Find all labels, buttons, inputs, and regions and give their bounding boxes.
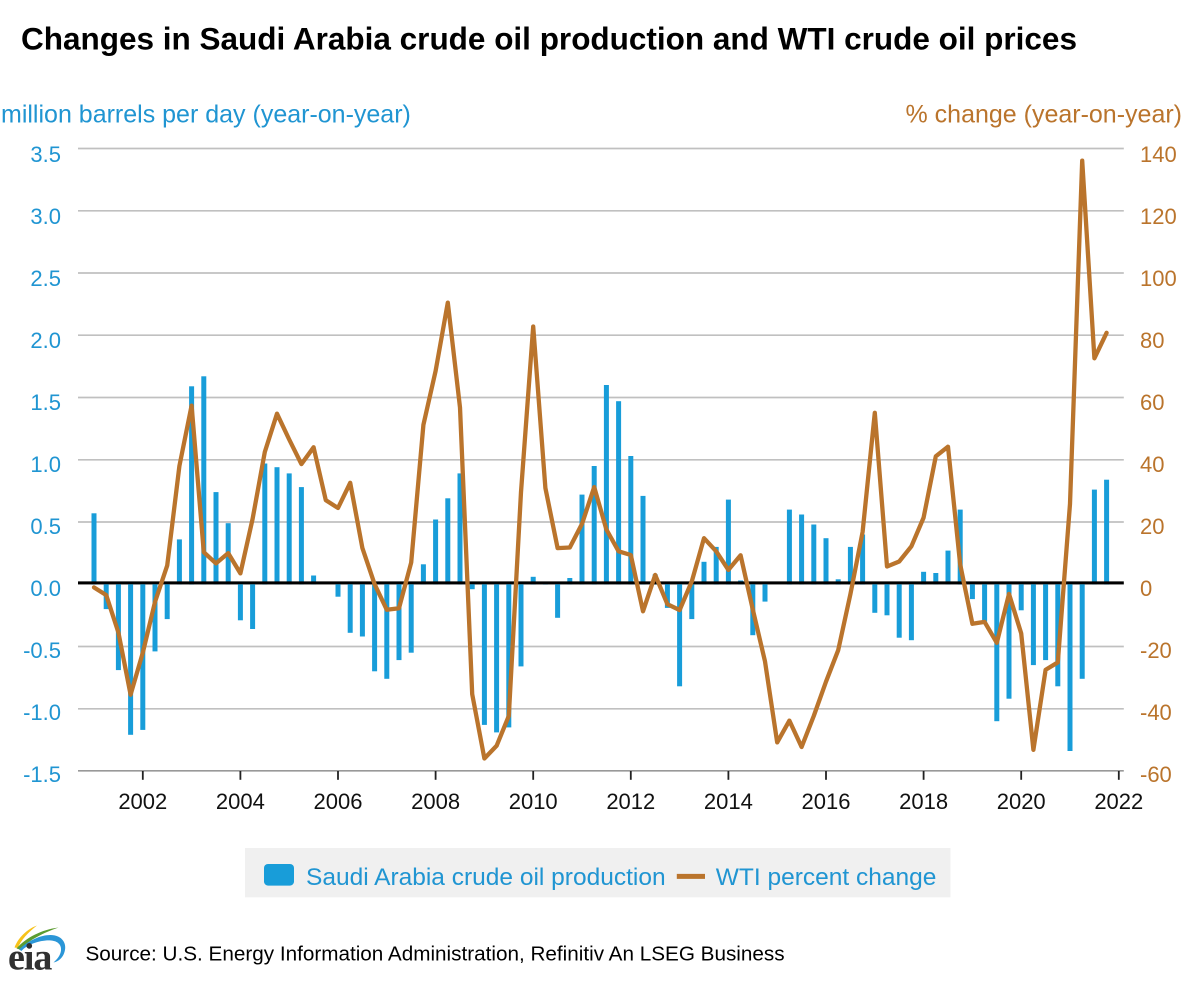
svg-text:60: 60 [1140,390,1164,415]
svg-text:2012: 2012 [606,789,655,814]
svg-text:2.5: 2.5 [30,266,61,291]
svg-text:Source: U.S. Energy Informatio: Source: U.S. Energy Information Administ… [86,942,785,965]
svg-text:2016: 2016 [802,789,851,814]
svg-text:Saudi Arabia crude oil product: Saudi Arabia crude oil production [306,864,666,891]
svg-text:0.5: 0.5 [30,514,61,539]
svg-text:2.0: 2.0 [30,328,61,353]
svg-text:3.0: 3.0 [30,204,61,229]
svg-text:100: 100 [1140,266,1177,291]
svg-text:1.0: 1.0 [30,452,61,477]
svg-text:WTI percent change: WTI percent change [716,864,937,891]
svg-text:80: 80 [1140,328,1164,353]
svg-text:3.5: 3.5 [30,142,61,167]
svg-text:2022: 2022 [1094,789,1143,814]
svg-text:-20: -20 [1140,638,1172,663]
svg-text:-1.5: -1.5 [23,762,61,787]
svg-text:2020: 2020 [997,789,1046,814]
svg-text:1.5: 1.5 [30,390,61,415]
svg-text:2002: 2002 [118,789,167,814]
svg-text:eia: eia [8,937,52,979]
svg-text:40: 40 [1140,452,1164,477]
svg-text:-0.5: -0.5 [23,638,61,663]
svg-text:Changes in Saudi Arabia crude: Changes in Saudi Arabia crude oil produc… [21,21,1077,57]
svg-text:2006: 2006 [314,789,363,814]
svg-text:% change (year-on-year): % change (year-on-year) [905,101,1182,129]
svg-text:-60: -60 [1140,762,1172,787]
svg-text:-40: -40 [1140,700,1172,725]
svg-text:2004: 2004 [216,789,265,814]
svg-text:0: 0 [1140,576,1152,601]
svg-text:2014: 2014 [704,789,753,814]
svg-text:0.0: 0.0 [30,576,61,601]
svg-text:-1.0: -1.0 [23,700,61,725]
svg-text:2008: 2008 [411,789,460,814]
svg-text:120: 120 [1140,204,1177,229]
svg-text:million barrels per day (year-: million barrels per day (year-on-year) [1,101,411,129]
svg-text:20: 20 [1140,514,1164,539]
svg-text:2018: 2018 [899,789,948,814]
svg-text:2010: 2010 [509,789,558,814]
svg-text:140: 140 [1140,142,1177,167]
